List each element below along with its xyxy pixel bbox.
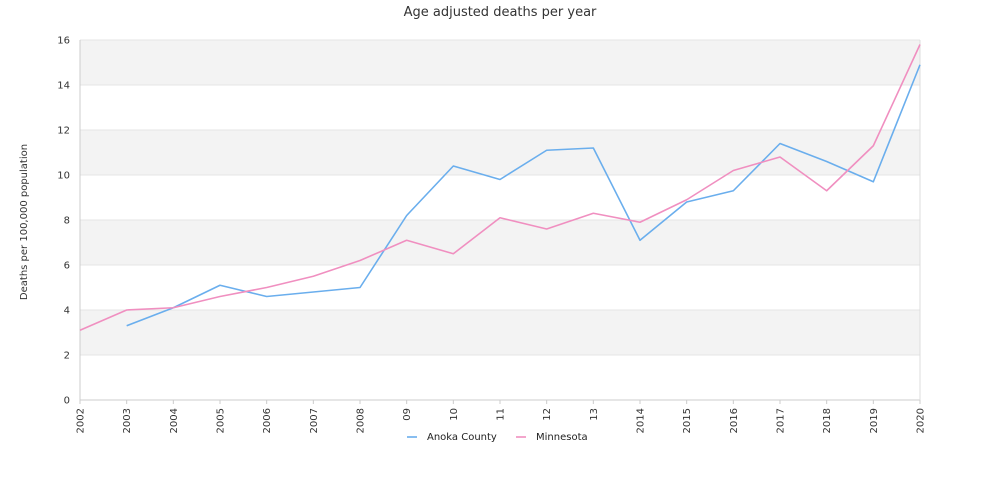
x-tick-label: 2019 [869,408,880,433]
x-tick-label: 09 [402,408,413,421]
x-tick-label: 2005 [216,408,227,433]
x-tick-label: 2006 [262,408,273,433]
y-tick-label: 4 [64,306,70,317]
y-tick-label: 6 [64,261,70,272]
series-line-anoka-county [127,65,920,326]
series-lines [80,44,920,330]
grid-band [80,130,920,175]
x-tick-label: 2015 [682,408,693,433]
x-tick-label: 2016 [729,408,740,433]
x-tick-label: 12 [542,408,553,421]
series-line-minnesota [80,45,920,331]
y-tick-label: 14 [57,81,70,92]
x-tick-label: 2007 [309,408,320,433]
legend-label: Anoka County [427,432,497,443]
legend: Anoka County Minnesota [407,432,588,443]
x-tick-label: 11 [496,408,507,421]
x-tick-label: 2018 [822,408,833,433]
y-tick-label: 16 [57,36,70,47]
x-tick-label: 2017 [776,408,787,433]
x-tick-label: 2004 [169,408,180,433]
x-tick-label: 2008 [356,408,367,433]
y-tick-label: 8 [64,216,70,227]
x-tick-label: 2003 [122,408,133,433]
grid-bands [80,40,920,355]
y-tick-labels: 0 2 4 6 8 10 12 14 16 [57,36,70,407]
grid-band [80,310,920,355]
x-tick-label: 10 [449,408,460,421]
y-tick-label: 10 [57,171,70,182]
x-tick-label: 2020 [916,408,927,433]
legend-label: Minnesota [536,432,588,443]
y-tick-label: 12 [57,126,70,137]
y-axis-label: Deaths per 100,000 population [19,144,30,300]
grid-band [80,40,920,85]
x-tick-label: 13 [589,408,600,421]
grid-band [80,220,920,265]
y-tick-label: 0 [64,396,70,407]
y-tick-label: 2 [64,351,70,362]
x-tick-label: 2002 [76,408,87,433]
x-tick-label: 2014 [636,408,647,433]
chart-title: Age adjusted deaths per year [404,5,597,20]
x-tick-labels: 2002 2003 2004 2005 2006 2007 2008 09 10 11 12 13 20… [76,400,927,433]
